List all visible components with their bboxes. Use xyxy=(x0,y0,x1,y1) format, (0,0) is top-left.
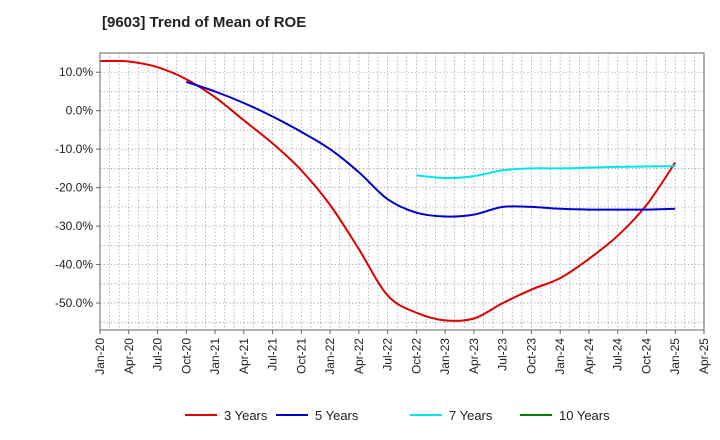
legend-label: 10 Years xyxy=(559,408,610,423)
x-tick-label: Jul-23 xyxy=(496,338,510,371)
series-lines xyxy=(99,59,677,322)
grid-lines xyxy=(100,52,704,330)
plot-border xyxy=(99,52,705,331)
x-tick-label: Oct-21 xyxy=(294,338,308,374)
x-tick-label: Jan-22 xyxy=(323,338,337,375)
legend-label: 5 Years xyxy=(315,408,359,423)
x-tick-label: Apr-25 xyxy=(697,338,711,374)
y-tick-label: -20.0% xyxy=(55,181,93,195)
chart-title: [9603] Trend of Mean of ROE xyxy=(102,14,307,31)
x-tick-label: Jan-24 xyxy=(553,338,567,375)
series-line-3 xyxy=(416,165,676,180)
x-tick-label: Apr-22 xyxy=(352,338,366,374)
y-tick-label: -40.0% xyxy=(55,258,93,272)
x-tick-label: Apr-24 xyxy=(582,338,596,374)
legend-label: 7 Years xyxy=(449,408,493,423)
x-tick-label: Jan-20 xyxy=(93,338,107,375)
x-tick-label: Apr-21 xyxy=(237,338,251,374)
x-tick-label: Jan-21 xyxy=(208,338,222,375)
x-tick-label: Oct-23 xyxy=(524,338,538,374)
x-tick-label: Oct-20 xyxy=(179,338,193,374)
x-tick-label: Jan-23 xyxy=(438,338,452,375)
legend: 3 Years 5 Years 7 Years 10 Years xyxy=(185,408,610,423)
plot-background xyxy=(100,53,704,330)
x-tick-label: Oct-22 xyxy=(409,338,423,374)
x-tick-label: Oct-24 xyxy=(639,338,653,374)
x-axis-ticks: Jan-20 Apr-20 Jul-20 Oct-20 Jan-21 Apr-21 Jul-… xyxy=(93,330,711,375)
x-tick-label: Apr-20 xyxy=(122,338,136,374)
x-tick-label: Jul-22 xyxy=(381,338,395,371)
y-tick-label: 10.0% xyxy=(59,65,93,79)
y-tick-label: 0.0% xyxy=(66,104,94,118)
y-axis-ticks: 10.0% 0.0% -10.0% -20.0% -30.0% -40.0% -50.0% xyxy=(55,65,100,310)
x-tick-label: Jan-25 xyxy=(668,338,682,375)
y-tick-label: -50.0% xyxy=(55,296,93,310)
series-line-2 xyxy=(185,80,676,218)
x-tick-label: Jul-24 xyxy=(611,338,625,371)
x-tick-label: Jul-21 xyxy=(266,338,280,371)
y-tick-label: -10.0% xyxy=(55,142,93,156)
x-tick-label: Apr-23 xyxy=(467,338,481,374)
y-tick-label: -30.0% xyxy=(55,219,93,233)
x-tick-label: Jul-20 xyxy=(151,338,165,371)
legend-label: 3 Years xyxy=(224,408,268,423)
